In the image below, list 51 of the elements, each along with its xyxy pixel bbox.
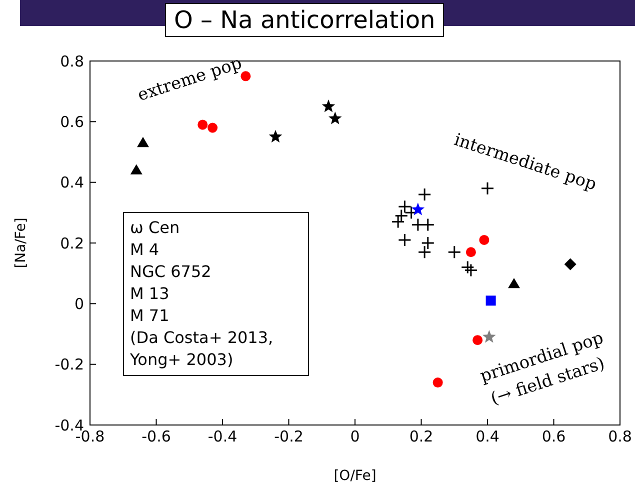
y-tick-label: 0.8 <box>60 52 84 70</box>
y-tick-label: -0.2 <box>54 356 84 374</box>
point <box>432 378 443 388</box>
point <box>448 245 462 259</box>
point <box>480 182 494 196</box>
point <box>322 100 336 112</box>
point <box>391 215 405 229</box>
point <box>464 264 478 278</box>
annotation: (Da Costa+ 2013, <box>130 327 274 349</box>
annotation: extreme pop <box>135 53 244 106</box>
x-tick-label: -0.4 <box>208 428 238 446</box>
point <box>460 260 474 274</box>
y-tick-label: 0.2 <box>60 234 84 252</box>
point <box>418 245 432 259</box>
annotation: M 13 <box>130 283 170 305</box>
chart-title: O – Na anticorrelation <box>165 3 444 37</box>
x-tick-label: 0.6 <box>542 428 566 446</box>
point <box>328 112 342 124</box>
annotation: ω Cen <box>130 217 181 239</box>
point <box>394 208 408 222</box>
point <box>268 130 282 142</box>
y-tick-label: 0 <box>74 294 84 313</box>
y-tick-label: 0.4 <box>60 174 84 192</box>
point <box>479 234 490 245</box>
point <box>466 247 476 258</box>
annotation: NGC 6752 <box>130 261 212 283</box>
x-tick-label: 0.4 <box>476 428 500 446</box>
point <box>198 120 208 130</box>
point <box>130 164 142 174</box>
annotation: M 71 <box>130 305 170 327</box>
point <box>418 188 432 202</box>
annotation: Yong+ 2003) <box>130 349 234 371</box>
y-axis-title: [Na/Fe] <box>12 218 29 268</box>
point <box>486 296 496 306</box>
y-tick-label: 0.6 <box>60 112 84 131</box>
point <box>411 202 425 216</box>
point <box>240 71 251 82</box>
point <box>137 136 149 148</box>
x-tick-label: -0.6 <box>142 428 171 446</box>
point <box>208 122 218 133</box>
point <box>398 233 412 247</box>
x-tick-label: 0.8 <box>608 428 632 446</box>
point <box>564 258 576 270</box>
point <box>508 278 520 288</box>
point <box>482 330 496 343</box>
x-axis-title: [O/Fe] <box>334 468 376 484</box>
annotation: M 4 <box>130 239 160 261</box>
x-tick-label: 0.2 <box>409 428 434 446</box>
x-tick-label: -0.2 <box>274 428 304 446</box>
point <box>421 236 435 250</box>
x-tick-label: 0 <box>350 428 360 446</box>
